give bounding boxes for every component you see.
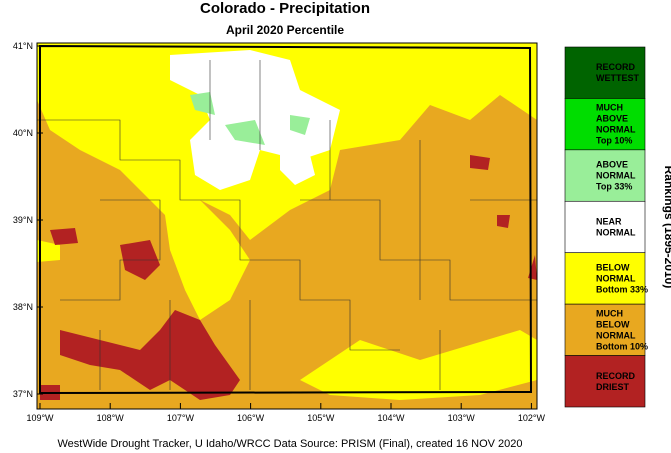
legend-label: WETTEST xyxy=(596,73,639,83)
legend-swatch xyxy=(564,303,646,356)
legend-label: BELOW xyxy=(596,262,630,272)
legend-swatch xyxy=(564,355,646,408)
legend-label: BELOW xyxy=(596,319,630,329)
legend-label: NORMAL xyxy=(596,330,636,340)
lat-labels: 41°N 40°N 39°N 38°N 37°N xyxy=(13,41,43,399)
footer: WestWide Drought Tracker, U Idaho/WRCC D… xyxy=(57,438,522,450)
legend-label: Top 33% xyxy=(596,182,632,192)
lat-label: 40°N xyxy=(13,128,33,138)
legend-label: MUCH xyxy=(596,103,623,113)
lon-label: 108°W xyxy=(97,413,125,423)
title: Colorado - Precipitation xyxy=(200,0,370,17)
legend-swatch xyxy=(564,200,646,254)
region-below xyxy=(160,180,250,320)
map xyxy=(36,42,538,410)
lon-label: 103°W xyxy=(448,413,476,423)
lat-label: 38°N xyxy=(13,302,33,312)
region-above xyxy=(190,92,310,145)
legend-label: NORMAL xyxy=(596,171,636,181)
lon-label: 102°W xyxy=(518,413,546,423)
map-frame xyxy=(36,42,538,410)
state-border xyxy=(39,44,533,395)
lat-label: 39°N xyxy=(13,215,33,225)
legend-label: ABOVE xyxy=(596,114,628,124)
lon-label: 104°W xyxy=(377,413,405,423)
legend-swatch xyxy=(564,252,646,305)
legend-swatch xyxy=(564,149,646,202)
lon-labels: 109°W 108°W 107°W 106°W 105°W 104°W 103°W 102°W xyxy=(26,403,545,423)
region-driest xyxy=(60,310,240,400)
legend-label: Bottom 10% xyxy=(596,341,648,351)
region-below xyxy=(37,240,60,262)
legend-label: NORMAL xyxy=(596,125,636,135)
legend-label: NEAR xyxy=(596,217,622,227)
legend-swatch xyxy=(564,46,646,99)
legend-label: RECORD xyxy=(596,371,636,381)
region-near xyxy=(280,150,315,185)
lat-label: 37°N xyxy=(13,389,33,399)
region-below xyxy=(300,330,537,400)
county-lines xyxy=(37,60,537,390)
legend-label: Bottom 33% xyxy=(596,284,648,294)
legend-label: MUCH xyxy=(596,308,623,318)
legend-label: DRIEST xyxy=(596,382,630,392)
legend-label: ABOVE xyxy=(596,160,628,170)
legend-label: Top 10% xyxy=(596,136,632,146)
legend-swatch xyxy=(564,98,646,151)
subtitle: April 2020 Percentile xyxy=(226,23,344,37)
legend-label: NORMAL xyxy=(596,228,636,238)
legend-title: Rankings (1895-2010) xyxy=(662,166,671,289)
lat-label: 41°N xyxy=(13,41,33,51)
legend-label: RECORD xyxy=(596,62,636,72)
lon-label: 105°W xyxy=(307,413,335,423)
lon-label: 109°W xyxy=(26,413,54,423)
lon-label: 107°W xyxy=(167,413,195,423)
lon-label: 106°W xyxy=(237,413,265,423)
legend-label: NORMAL xyxy=(596,273,636,283)
